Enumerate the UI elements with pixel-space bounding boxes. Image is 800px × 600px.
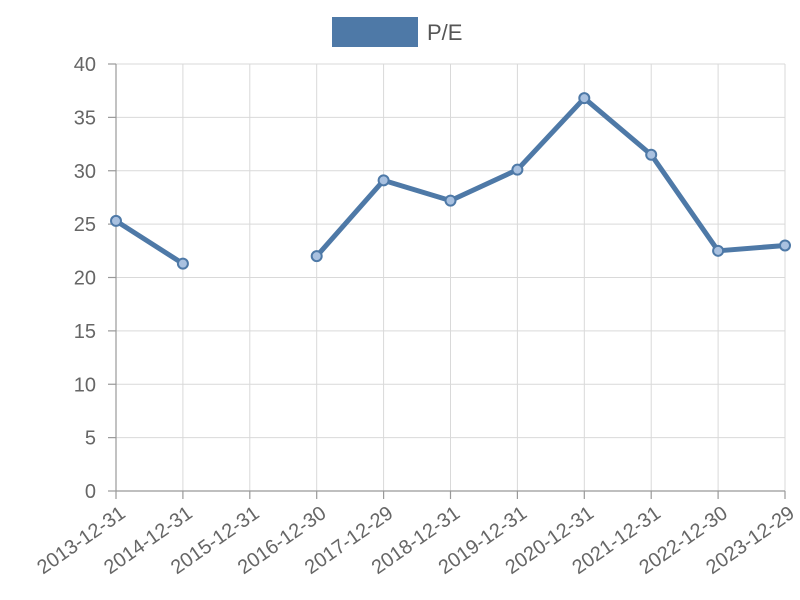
data-point[interactable] <box>444 194 457 207</box>
data-point[interactable] <box>645 148 658 161</box>
data-point[interactable] <box>310 250 323 263</box>
axes <box>108 63 786 499</box>
y-axis-tick-labels: 0 5 10 15 20 25 30 35 40 <box>74 54 96 503</box>
y-tick-label: 0 <box>85 481 96 503</box>
data-point[interactable] <box>779 239 791 252</box>
data-point[interactable] <box>176 257 189 270</box>
legend-label-pe: P/E <box>427 20 462 45</box>
data-point[interactable] <box>578 92 591 105</box>
y-tick-label: 5 <box>85 428 96 450</box>
y-tick-label: 10 <box>74 374 96 396</box>
y-tick-label: 40 <box>74 54 96 76</box>
y-tick-label: 30 <box>74 161 96 183</box>
y-tick-label: 20 <box>74 268 96 290</box>
data-point[interactable] <box>110 214 122 227</box>
series-line-segment <box>314 95 788 259</box>
y-tick-label: 25 <box>74 214 96 236</box>
legend-swatch-pe <box>332 17 418 47</box>
series-line-segment <box>113 218 186 267</box>
y-tick-label: 35 <box>74 107 96 129</box>
legend[interactable]: P/E <box>332 17 462 47</box>
grid <box>115 63 786 492</box>
data-point[interactable] <box>377 174 390 187</box>
y-tick-label: 15 <box>74 321 96 343</box>
data-point[interactable] <box>712 244 725 257</box>
x-axis-tick-labels: 2013-12-312014-12-312015-12-312016-12-30… <box>33 502 798 579</box>
series-pe <box>110 92 791 270</box>
data-point[interactable] <box>511 163 524 176</box>
